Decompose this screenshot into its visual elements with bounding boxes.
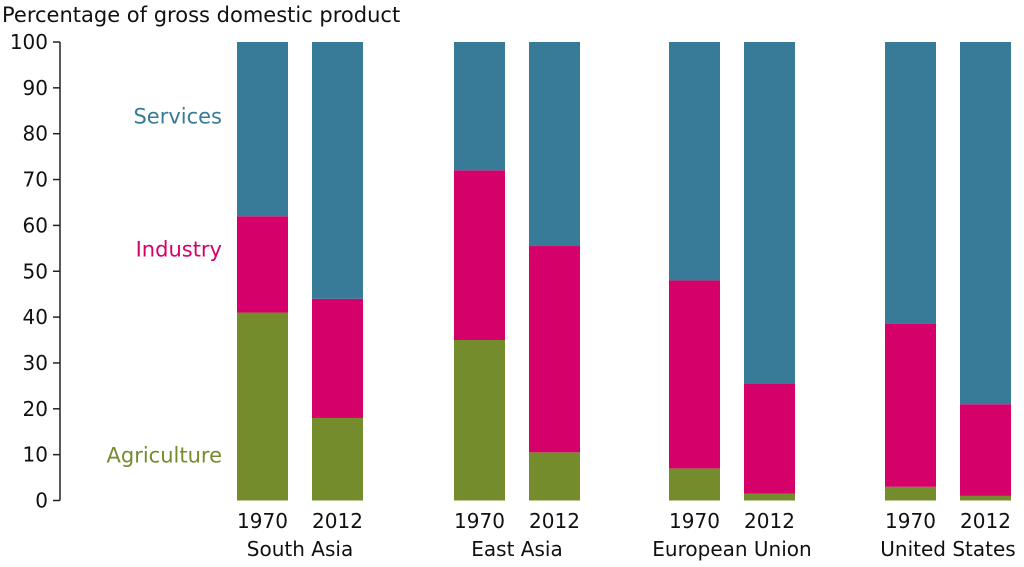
bar-segment-services: [237, 42, 288, 217]
bar-segment-agriculture: [960, 495, 1011, 501]
bar-segment-agriculture: [669, 468, 720, 501]
bar-segment-industry: [312, 298, 363, 418]
y-tick-label: 90: [23, 76, 48, 100]
bar-segment-services: [885, 42, 936, 324]
bar-segment-industry: [744, 383, 795, 494]
y-tick-label: 20: [23, 397, 48, 421]
bar-segment-services: [454, 42, 505, 171]
group-label: United States: [880, 537, 1015, 561]
bars: [237, 42, 1011, 501]
y-tick-label: 80: [23, 122, 48, 146]
y-tick-label: 30: [23, 351, 48, 375]
year-label: 1970: [885, 509, 936, 533]
y-axis: 0 10 20 30 40 50 60 70 80 90 100: [10, 30, 61, 513]
year-label: 2012: [960, 509, 1011, 533]
y-tick-label: 70: [23, 168, 48, 192]
y-tick-label: 100: [10, 30, 48, 54]
bar-segment-services: [312, 42, 363, 299]
year-label: 1970: [237, 509, 288, 533]
year-label: 2012: [529, 509, 580, 533]
legend: Agriculture Industry Services: [107, 104, 223, 467]
year-label: 2012: [744, 509, 795, 533]
bar-segment-industry: [885, 323, 936, 487]
x-axis-labels: 1970 2012 South Asia 1970 2012 East Asia 1970 2…: [237, 509, 1016, 561]
bar-segment-industry: [960, 404, 1011, 496]
bar-segment-services: [744, 42, 795, 384]
year-label: 2012: [312, 509, 363, 533]
year-label: 1970: [669, 509, 720, 533]
bar-segment-industry: [669, 280, 720, 469]
y-tick-label: 50: [23, 259, 48, 283]
bar-segment-agriculture: [237, 312, 288, 501]
bar-segment-agriculture: [454, 340, 505, 501]
year-label: 1970: [454, 509, 505, 533]
legend-agriculture: Agriculture: [107, 444, 223, 468]
bar-segment-agriculture: [744, 493, 795, 501]
y-tick-label: 0: [35, 489, 48, 513]
group-label: European Union: [652, 537, 811, 561]
bar-segment-services: [960, 42, 1011, 405]
y-tick-label: 10: [23, 443, 48, 467]
group-label: South Asia: [247, 537, 353, 561]
bar-segment-agriculture: [312, 417, 363, 501]
bar-segment-services: [529, 42, 580, 247]
bar-segment-industry: [454, 170, 505, 341]
bar-segment-industry: [237, 216, 288, 313]
legend-services: Services: [133, 104, 222, 128]
bar-segment-services: [669, 42, 720, 281]
bar-segment-industry: [529, 246, 580, 453]
y-axis-label: Percentage of gross domestic product: [2, 3, 400, 27]
group-label: East Asia: [471, 537, 562, 561]
legend-industry: Industry: [136, 237, 222, 261]
bar-segment-agriculture: [529, 452, 580, 501]
y-tick-label: 40: [23, 305, 48, 329]
bar-segment-agriculture: [885, 486, 936, 501]
y-tick-label: 60: [23, 213, 48, 237]
